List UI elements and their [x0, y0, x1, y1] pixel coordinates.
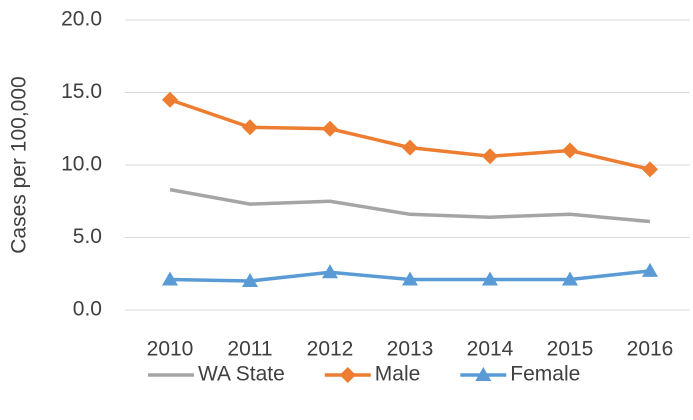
y-tick-label: 20.0	[61, 8, 102, 31]
x-tick-label: 2012	[307, 338, 354, 361]
legend-label: WA State	[198, 363, 285, 386]
legend-marker	[339, 367, 356, 383]
series-line	[169, 98, 651, 172]
x-tick-label: 2010	[147, 338, 194, 361]
marker	[242, 119, 258, 136]
marker	[162, 271, 178, 286]
marker	[482, 148, 498, 165]
marker	[242, 273, 258, 287]
marker	[482, 271, 498, 286]
legend-label: Male	[375, 363, 421, 386]
x-tick-label: 2015	[547, 338, 594, 361]
x-tick-label: 2016	[627, 338, 674, 361]
marker	[322, 120, 338, 137]
x-tick-label: 2014	[467, 338, 514, 361]
y-tick-label: 15.0	[61, 80, 102, 103]
y-tick-label: 5.0	[73, 225, 102, 248]
marker	[402, 271, 418, 286]
y-axis-label: Cases per 100,000	[8, 76, 31, 253]
marker	[322, 264, 338, 279]
legend-label: Female	[510, 363, 580, 386]
y-tick-label: 0.0	[73, 298, 102, 321]
x-tick-label: 2013	[387, 338, 434, 361]
marker	[162, 91, 178, 108]
legend-marker	[475, 367, 492, 381]
marker	[642, 262, 658, 277]
y-tick-label: 10.0	[61, 153, 102, 176]
marker	[642, 161, 658, 178]
x-tick-label: 2011	[227, 338, 272, 361]
marker	[562, 271, 578, 286]
marker	[402, 139, 418, 156]
series-line	[169, 187, 651, 224]
marker	[562, 142, 578, 159]
